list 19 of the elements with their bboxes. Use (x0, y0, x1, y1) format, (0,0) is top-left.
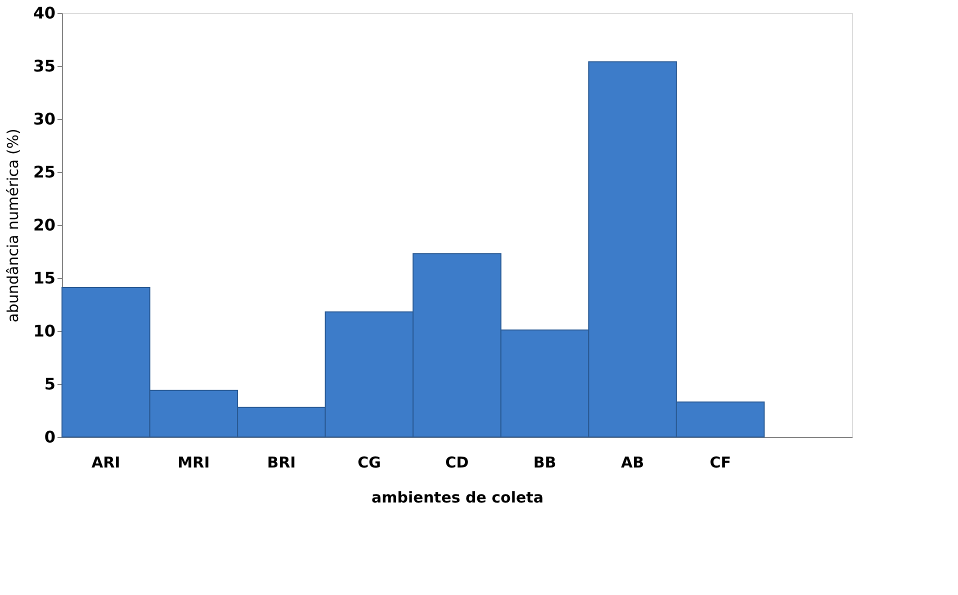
y-tick-label: 5 (44, 374, 56, 394)
x-tick-label: ARI (92, 454, 120, 472)
x-tick-label: CD (445, 454, 469, 472)
x-tick-label: BRI (267, 454, 296, 472)
y-tick-label: 30 (33, 110, 56, 128)
y-axis-title: abundância numérica (%) (4, 128, 22, 322)
y-tick-label: 15 (33, 268, 56, 288)
y-tick-label: 20 (33, 216, 56, 234)
y-tick-label: 0 (44, 428, 56, 446)
x-tick-label: AB (621, 454, 644, 472)
x-tick-label: MRI (178, 454, 210, 472)
y-tick-label: 35 (33, 56, 56, 76)
x-tick-label: BB (533, 454, 556, 472)
x-axis-title: ambientes de coleta (372, 488, 544, 506)
y-tick-label: 25 (33, 162, 56, 182)
x-tick-label: CF (710, 454, 731, 472)
y-tick-label: 40 (33, 4, 56, 22)
x-tick-label: CG (358, 454, 381, 472)
y-tick-label: 10 (33, 322, 56, 340)
